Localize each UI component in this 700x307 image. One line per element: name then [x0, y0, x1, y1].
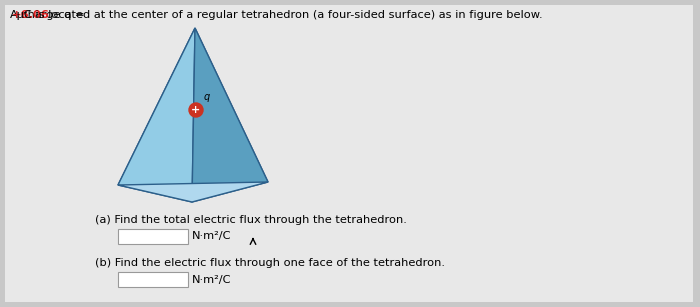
Polygon shape — [192, 28, 268, 202]
Polygon shape — [118, 182, 268, 202]
Text: +: + — [191, 105, 201, 115]
Polygon shape — [118, 28, 268, 185]
Text: (a) Find the total electric flux through the tetrahedron.: (a) Find the total electric flux through… — [95, 215, 407, 225]
Text: N·m²/C: N·m²/C — [192, 274, 232, 285]
Text: μC is located at the center of a regular tetrahedron (a four-sided surface) as i: μC is located at the center of a regular… — [13, 10, 542, 20]
Circle shape — [189, 103, 203, 117]
Text: +6.06: +6.06 — [11, 10, 49, 20]
FancyBboxPatch shape — [118, 272, 188, 287]
Text: A charge q =: A charge q = — [10, 10, 88, 20]
Text: (b) Find the electric flux through one face of the tetrahedron.: (b) Find the electric flux through one f… — [95, 258, 445, 268]
Text: q: q — [204, 92, 210, 102]
FancyBboxPatch shape — [118, 229, 188, 244]
FancyBboxPatch shape — [5, 5, 693, 302]
Polygon shape — [118, 28, 195, 202]
Text: N·m²/C: N·m²/C — [192, 231, 232, 242]
